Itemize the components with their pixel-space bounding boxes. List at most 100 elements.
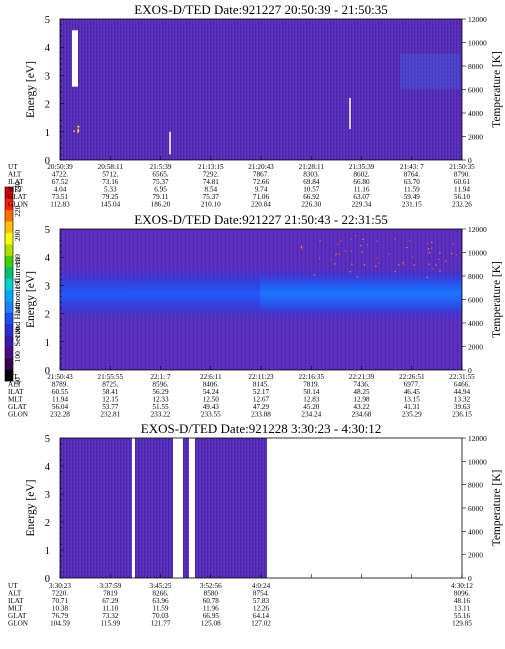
ephemeris-row-label: GLON [8,411,29,419]
ephemeris-value: 8303. [303,171,319,179]
spectrogram-2 [60,229,462,370]
ephemeris-value: 71.06 [253,193,270,201]
ephemeris-value: 8725. [102,381,118,389]
ephemeris-value: 20:50:39 [47,163,73,171]
spectrogram-speck [77,128,79,131]
colorbar-label: Second Harmonic Current [12,257,22,347]
ephemeris-value: 8266. [152,590,168,598]
ephemeris-value: 41.31 [404,403,421,411]
spectrogram-speck [435,264,437,266]
ephemeris-value: 234.68 [352,411,372,419]
ephemeris-value: 8602. [353,171,369,179]
ephemeris-value: 112.83 [50,201,70,209]
ephemeris-value: 229.34 [352,201,372,209]
spectrogram-speck [431,247,433,249]
ephemeris-value: 12.50 [203,396,220,404]
ephemeris-value: 79.11 [153,193,169,201]
ephemeris-value: 58.41 [102,388,119,396]
ephemeris-value: 53.77 [102,403,119,411]
ephemeris-value: 63.70 [404,178,421,186]
spectrogram-speck [426,276,428,278]
spectrogram-speck [366,243,368,246]
ephemeris-value: 13.11 [454,605,470,613]
y2-tick-label: 4000 [468,527,483,536]
ephemeris-value: 54.24 [203,388,220,396]
spectrogram-speck [376,240,378,242]
y2-tick-label: 10000 [468,457,487,466]
ephemeris-value: 4.04 [54,186,67,194]
ephemeris-value: 8406. [203,381,219,389]
spectrogram-3 [60,438,267,578]
colorbar-segment [5,221,13,233]
spectrogram-speck [361,251,363,253]
colorbar-tick-label: 200 [13,230,22,242]
spectrogram-speck [349,271,351,273]
ephemeris-value: 22:11:23 [248,373,274,381]
ephemeris-value: 47.29 [253,403,270,411]
ephemeris-row-label: ALT [8,590,22,598]
y-tick-label: 0 [45,574,50,585]
ephemeris-row-label: UT [8,163,18,171]
ephemeris-value: 6.95 [154,186,167,194]
y2-axis-label: Temperature [K] [491,470,503,547]
ephemeris-value: 45.20 [303,403,320,411]
colorbar-segment [5,335,13,348]
ephemeris-value: 39.63 [454,403,471,411]
ephemeris-value: 8580 [204,590,219,598]
ephemeris-value: 52.17 [253,388,270,396]
y-tick-label: 1 [45,128,50,139]
colorbar-segment [5,289,13,302]
ephemeris-value: 234.24 [301,411,321,419]
ephemeris-value: 72.66 [253,178,270,186]
y-tick-label: 5 [45,225,50,236]
ephemeris-value: 12.26 [253,605,270,613]
ephemeris-value: 8.54 [205,186,218,194]
spectrogram-speck [335,254,337,256]
ephemeris-value: 75.37 [152,178,169,186]
ephemeris-value: 145.04 [100,201,120,209]
spectrogram-speck [338,253,341,255]
ephemeris-value: 11.59 [153,605,169,613]
spectrogram-speck [439,270,441,272]
ephemeris-value: 8789. [52,381,68,389]
y2-tick-label: 2000 [468,133,483,142]
y-axis-label: Energy [eV] [25,271,37,328]
colorbar-tick-label: 240 [13,181,22,193]
panel-title: EXOS-D/TED Date:921227 21:50:43 - 22:31:… [134,212,387,227]
ephemeris-row-label: GLAT [8,612,27,620]
ephemeris-value: 60.55 [52,388,69,396]
ephemeris-value: 66.95 [203,612,220,620]
ephemeris-value: 7220. [52,590,68,598]
ephemeris-value: 70.03 [152,612,169,620]
ephemeris-value: 56.04 [52,403,69,411]
ephemeris-value: 5.33 [104,186,117,194]
colorbar-segment [5,358,13,370]
panel-title: EXOS-D/TED Date:921227 20:50:39 - 21:50:… [134,2,387,17]
spectrogram-speck [77,131,79,133]
ephemeris-value: 8764. [404,171,420,179]
ephemeris-value: 57.83 [253,597,270,605]
ephemeris-value: 7292. [203,171,219,179]
ephemeris-value: 21:50:43 [47,373,73,381]
spectrogram-speck [431,241,433,244]
ephemeris-value: 73.32 [102,612,119,620]
ephemeris-value: 43.22 [353,403,370,411]
ephemeris-value: 232.81 [100,411,120,419]
spectrogram-speck [336,253,338,255]
spectrogram-speck [438,258,440,260]
colorbar-segment [5,244,13,256]
ephemeris-value: 6466. [454,381,470,389]
ephemeris-value: 125.08 [201,620,221,628]
spectrogram-speck [394,271,396,273]
spectrogram-speck [350,238,352,240]
y-tick-label: 0 [45,366,50,377]
ephemeris-value: 13.15 [404,396,421,404]
panel-title: EXOS-D/TED Date:921228 3:30:23 - 4:30:12 [141,421,381,436]
spectrogram-speck [378,262,380,264]
y-tick-label: 0 [45,156,50,167]
ephemeris-value: 21:13:15 [198,163,224,171]
panels: EXOS-D/TED Date:921227 20:50:39 - 21:50:… [8,2,503,628]
ephemeris-row-label: ILAT [8,178,24,186]
colorbar-segment [5,278,13,290]
spectrogram-speck [402,262,404,264]
